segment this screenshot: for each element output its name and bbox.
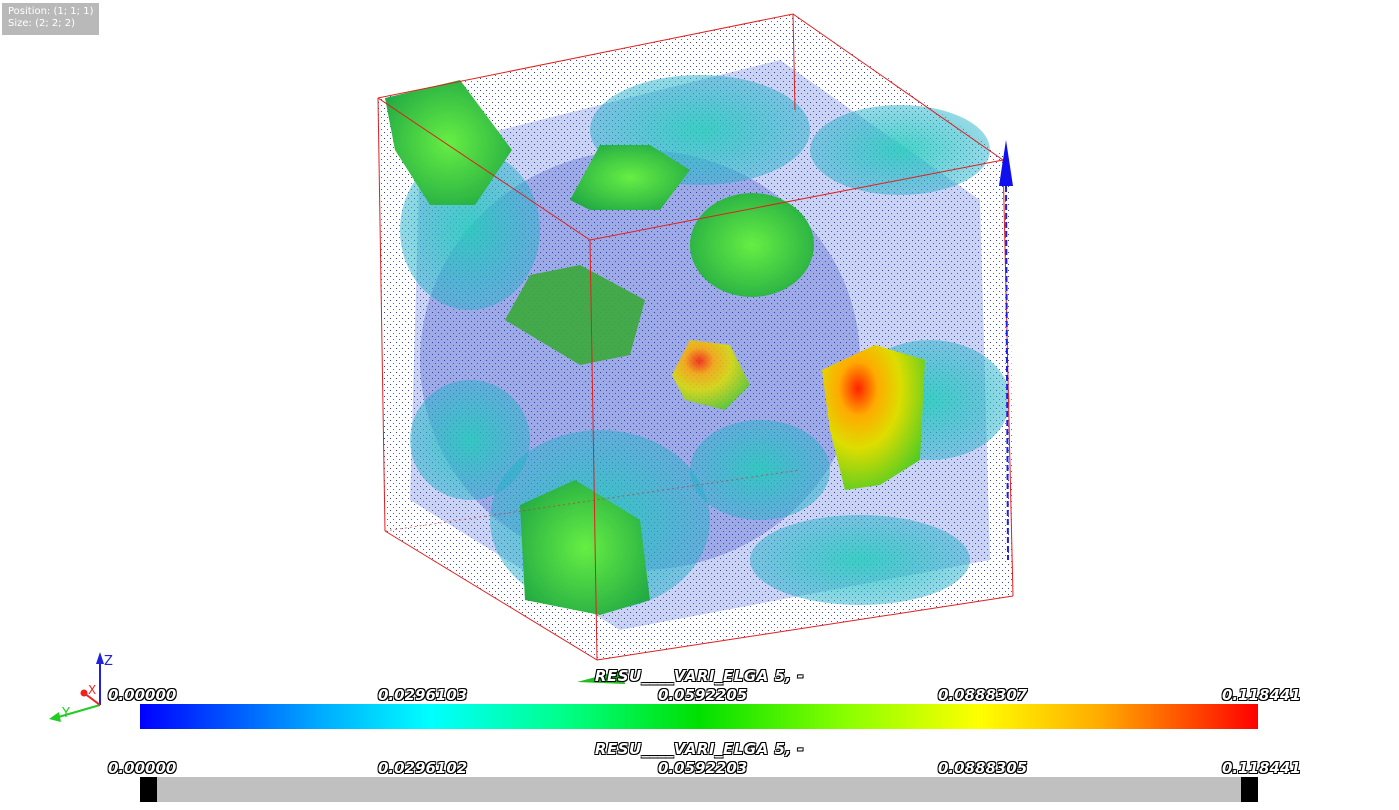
colorbar-title: RESU____VARI_ELGA 5, - <box>594 667 805 685</box>
greybar-tick: 0.00000 <box>108 759 177 777</box>
camera-info-box: Position: (1; 1; 1) Size: (2; 2; 2) <box>2 3 99 35</box>
greybar-tick: 0.118441 <box>1222 759 1301 777</box>
greybar-title: RESU____VARI_ELGA 5, - <box>594 740 805 758</box>
colorbar <box>140 704 1258 729</box>
greybar-tick: 0.0296102 <box>378 759 468 777</box>
grains <box>385 80 814 615</box>
z-axis-arrow <box>999 140 1013 561</box>
colorbar-tick: 0.0592205 <box>658 686 748 704</box>
size-readout: Size: (2; 2; 2) <box>8 18 76 29</box>
orientation-triad: Z Y X <box>49 652 113 722</box>
y-axis-arrow <box>577 670 625 684</box>
hot-grain <box>822 345 925 490</box>
range-slider-min-handle[interactable] <box>140 777 157 802</box>
colorbar-tick: 0.0888307 <box>938 686 1028 704</box>
triad-y-label: Y <box>61 706 70 721</box>
colorbar-tick: 0.00000 <box>108 686 177 704</box>
position-readout: Position: (1; 1; 1) <box>8 6 94 17</box>
triad-z-label: Z <box>104 654 113 669</box>
greybar-tick: 0.0888305 <box>938 759 1028 777</box>
triad-x-label: X <box>88 683 96 697</box>
colorbar-tick: 0.0296103 <box>378 686 468 704</box>
range-slider[interactable] <box>140 777 1258 802</box>
range-slider-max-handle[interactable] <box>1241 777 1258 802</box>
greybar-tick: 0.0592203 <box>658 759 748 777</box>
colorbar-tick: 0.118441 <box>1222 686 1301 704</box>
